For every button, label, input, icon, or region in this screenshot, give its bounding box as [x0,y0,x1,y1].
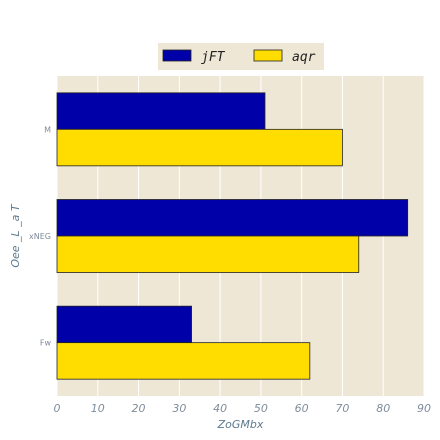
bars [56,92,409,380]
x-tick-label-6: 60 [295,402,309,415]
category-label-1: xNEG [29,232,51,241]
x-tick-labels: 0 10 20 30 40 50 60 70 80 90 [54,402,432,415]
legend-label-aqr: aqr [292,50,316,65]
category-label-0: M [44,125,51,134]
bar-aqr-Fw [56,342,311,380]
legend-swatch-aqr [253,49,283,62]
y-axis-title: Oee _L _a T [9,203,22,268]
bar-jFT-M [56,92,266,130]
x-tick-label-2: 20 [132,402,146,415]
bar-jFT-Fw [56,305,192,344]
bar-aqr-M [56,128,343,167]
legend-label-jFT: jFT [201,50,226,65]
x-tick-label-1: 10 [91,402,105,415]
x-tick-label-8: 80 [376,402,390,415]
x-axis-title: ZoGMbx [217,418,264,431]
x-tick-label-0: 0 [54,402,61,415]
category-label-2: Fw [40,339,52,348]
legend-swatch-jFT [162,49,192,62]
x-tick-label-7: 70 [335,402,349,415]
x-tick-label-9: 90 [417,402,431,415]
bar-jFT-xNEG [56,199,409,237]
legend: jFT aqr [158,43,324,70]
x-tick-label-3: 30 [172,402,186,415]
bar-aqr-xNEG [56,235,360,273]
x-tick-label-4: 40 [213,402,227,415]
x-tick-label-5: 50 [254,402,268,415]
